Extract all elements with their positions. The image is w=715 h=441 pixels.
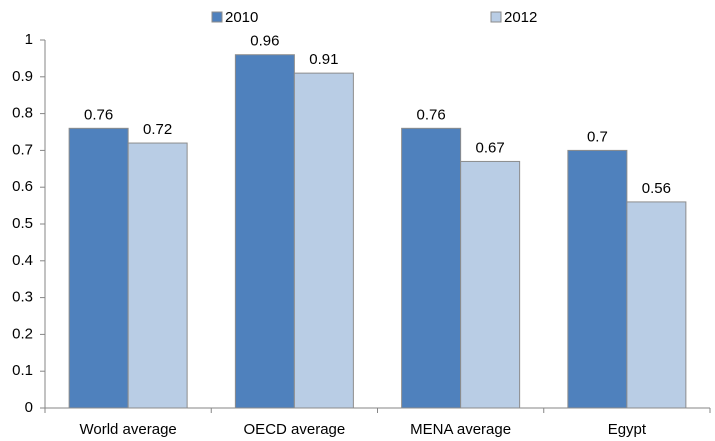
- x-tick-label: World average: [79, 421, 176, 438]
- x-tick-label: OECD average: [244, 421, 346, 438]
- bar: [127, 142, 188, 409]
- y-tick-label: 0.3: [12, 289, 33, 306]
- y-tick-label: 0.2: [12, 325, 33, 342]
- y-tick-label: 0.1: [12, 362, 33, 379]
- y-tick-label: 0.4: [12, 252, 33, 269]
- value-label: 0.7: [587, 128, 608, 145]
- x-tick-label: MENA average: [410, 421, 511, 438]
- legend-label: 2012: [504, 9, 537, 26]
- y-tick-label: 0.9: [12, 68, 33, 85]
- value-label: 0.76: [417, 106, 446, 123]
- x-tick-label: Egypt: [608, 421, 647, 438]
- bar: [567, 149, 628, 409]
- value-label: 0.96: [250, 33, 279, 50]
- bar: [293, 72, 354, 409]
- value-label: 0.72: [143, 121, 172, 138]
- y-tick-label: 0.7: [12, 141, 33, 158]
- y-tick-label: 0.5: [12, 215, 33, 232]
- value-label: 0.56: [642, 180, 671, 197]
- value-label: 0.91: [309, 51, 338, 68]
- bar: [626, 201, 687, 409]
- bar: [68, 127, 129, 409]
- legend-swatch: [211, 11, 223, 23]
- legend-swatch: [490, 11, 502, 23]
- bar: [401, 127, 462, 409]
- y-tick-label: 0.6: [12, 178, 33, 195]
- bar: [234, 54, 295, 409]
- y-tick-label: 0: [25, 399, 33, 416]
- value-label: 0.67: [476, 139, 505, 156]
- y-tick-label: 0.8: [12, 105, 33, 122]
- value-label: 0.76: [84, 106, 113, 123]
- y-tick-label: 1: [25, 31, 33, 48]
- bar: [460, 160, 521, 409]
- legend-label: 2010: [225, 9, 258, 26]
